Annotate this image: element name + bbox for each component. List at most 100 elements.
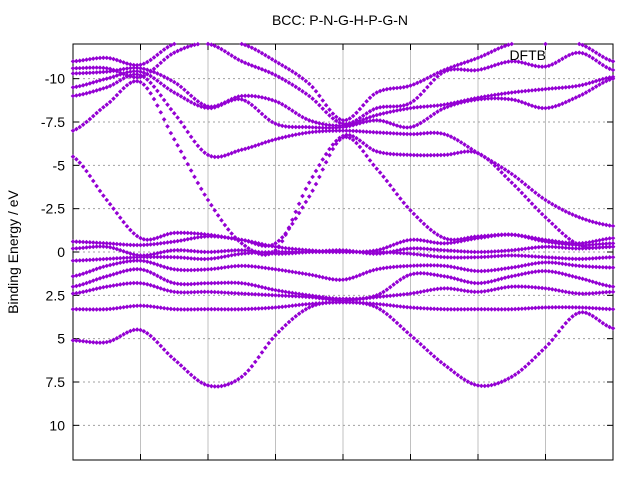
data-point: [462, 236, 467, 241]
data-point: [603, 265, 609, 270]
data-point: [570, 96, 575, 102]
data-point: [266, 286, 272, 292]
data-point: [84, 257, 89, 263]
data-point: [117, 70, 123, 75]
data-point: [509, 180, 515, 185]
data-point: [94, 257, 99, 262]
data-point: [178, 238, 184, 243]
data-point: [600, 264, 606, 270]
data-point: [533, 305, 538, 311]
data-point: [408, 152, 413, 158]
data-point: [286, 246, 292, 251]
data-point: [333, 118, 339, 124]
data-point: [225, 307, 231, 312]
data-point: [425, 348, 430, 353]
data-point: [219, 265, 224, 271]
data-point: [418, 263, 423, 268]
data-point: [232, 234, 238, 240]
data-point: [401, 200, 407, 206]
data-point: [421, 246, 427, 252]
data-point: [90, 178, 96, 184]
data-point: [293, 250, 299, 256]
data-point: [529, 269, 535, 275]
data-point: [381, 150, 386, 156]
data-point: [269, 292, 275, 298]
data-point: [563, 85, 569, 90]
data-point: [134, 75, 140, 80]
data-point: [94, 183, 99, 189]
data-point: [360, 102, 366, 108]
data-point: [111, 261, 116, 267]
data-point: [111, 206, 116, 211]
data-point: [546, 255, 552, 260]
data-point: [462, 278, 467, 284]
data-point: [279, 251, 285, 257]
data-point: [499, 60, 504, 66]
data-point: [202, 267, 207, 272]
data-point: [229, 264, 234, 269]
data-point: [553, 85, 558, 91]
data-point: [171, 50, 177, 55]
data-point: [276, 122, 282, 128]
data-point: [414, 290, 420, 295]
data-point: [124, 330, 130, 335]
data-point: [337, 128, 342, 133]
data-point: [101, 307, 106, 312]
data-point: [587, 256, 592, 261]
data-point: [367, 95, 373, 101]
data-point: [249, 93, 255, 99]
data-point: [188, 267, 194, 273]
data-point: [603, 323, 609, 328]
data-point: [475, 55, 481, 61]
data-point: [158, 80, 164, 86]
data-point: [384, 311, 390, 317]
data-point: [522, 253, 528, 259]
data-point: [114, 305, 120, 311]
data-point: [317, 129, 322, 134]
data-point: [215, 154, 221, 160]
data-point: [387, 183, 393, 188]
data-point: [448, 264, 454, 270]
data-point: [144, 59, 150, 65]
data-point: [215, 306, 221, 312]
data-point: [482, 94, 488, 99]
data-point: [384, 245, 390, 250]
data-point: [465, 144, 471, 150]
data-point: [438, 273, 444, 279]
data-point: [452, 276, 457, 281]
data-point: [252, 306, 258, 312]
data-point: [185, 90, 191, 96]
data-point: [175, 289, 180, 295]
data-point: [198, 104, 204, 109]
data-point: [367, 158, 373, 163]
data-point: [371, 118, 376, 123]
data-point: [371, 92, 376, 98]
data-point: [479, 306, 484, 312]
data-point: [354, 128, 359, 134]
data-point: [323, 122, 329, 128]
data-point: [526, 253, 531, 259]
data-point: [114, 241, 120, 247]
data-point: [239, 306, 245, 312]
data-point: [94, 240, 99, 246]
data-point: [398, 152, 403, 157]
data-point: [428, 351, 434, 356]
data-point: [533, 190, 538, 195]
data-point: [458, 255, 464, 260]
data-point: [114, 92, 120, 98]
data-point: [499, 232, 504, 237]
data-point: [438, 152, 444, 158]
data-point: [553, 304, 558, 310]
data-point: [438, 69, 444, 74]
data-point: [576, 50, 582, 55]
data-point: [158, 286, 164, 291]
data-point: [573, 246, 579, 251]
data-point: [597, 245, 602, 250]
data-point: [391, 104, 396, 109]
data-point: [360, 148, 366, 154]
data-point: [502, 59, 508, 65]
data-point: [188, 290, 194, 295]
data-point: [509, 374, 515, 380]
data-point: [344, 249, 349, 255]
data-point: [242, 306, 248, 312]
